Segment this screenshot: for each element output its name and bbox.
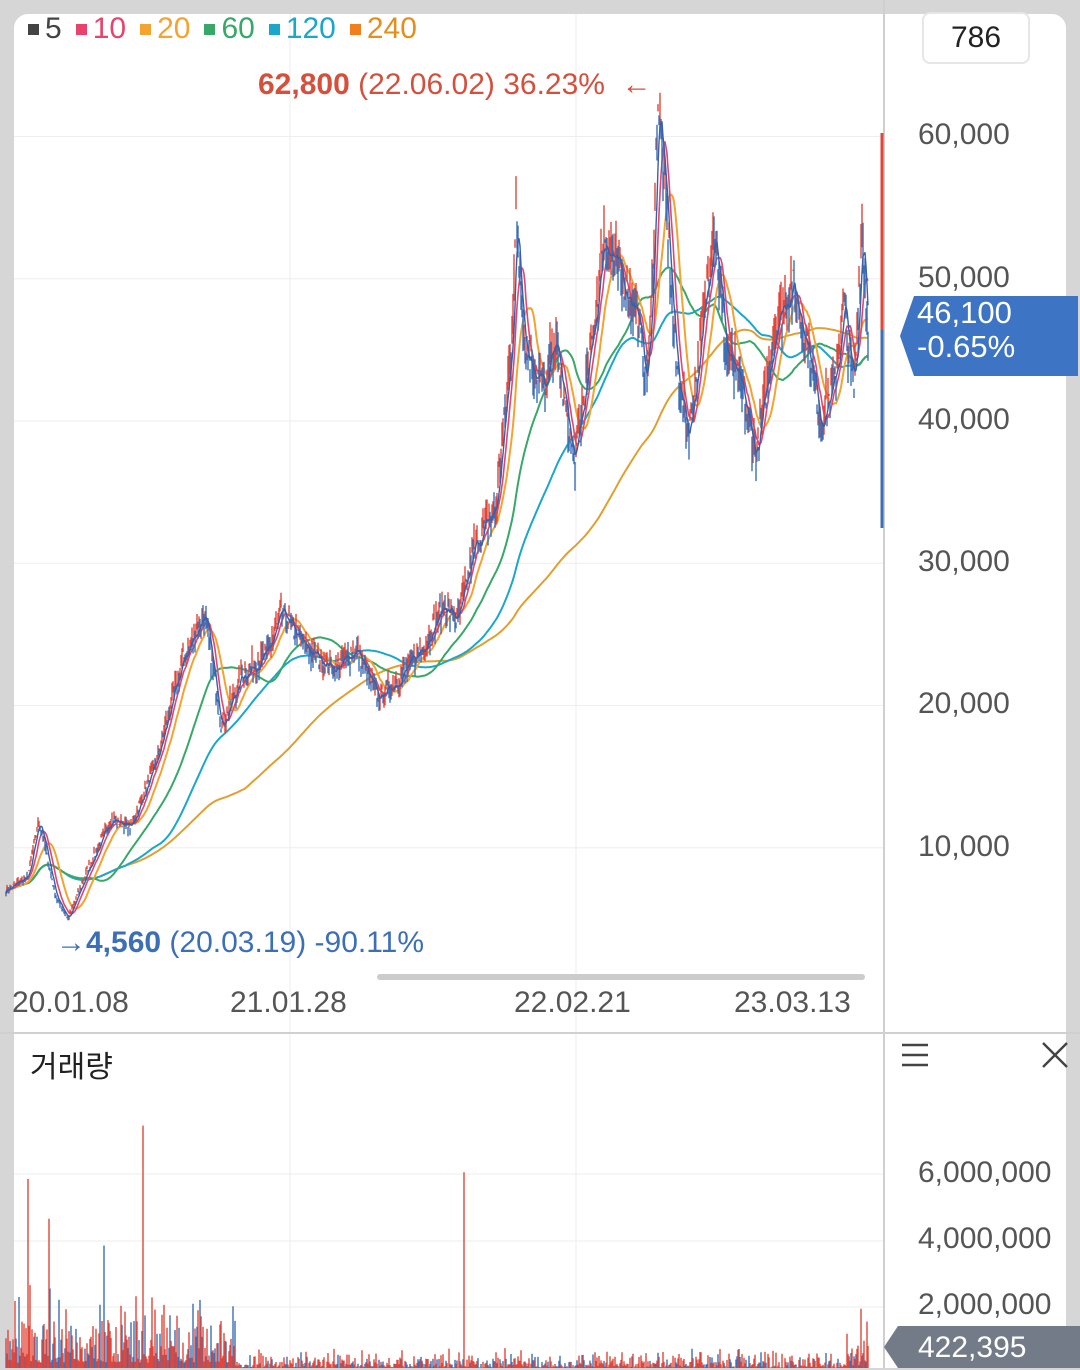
min-annotation: →4,560 (20.03.19) -90.11% bbox=[56, 926, 424, 960]
vol-tick-6m: 6,000,000 bbox=[918, 1156, 1052, 1189]
min-pct: -90.11% bbox=[314, 926, 425, 959]
volume-panel-title: 거래량 bbox=[30, 1051, 113, 1084]
candles-up bbox=[6, 92, 863, 921]
current-change: -0.65% bbox=[917, 329, 1016, 364]
min-arrow-icon: → bbox=[56, 926, 86, 959]
x-tick-4: 23.03.13 bbox=[734, 986, 851, 1019]
menu-icon[interactable] bbox=[900, 1042, 930, 1068]
legend-ma60[interactable]: 60 bbox=[204, 12, 255, 46]
x-tick-2: 21.01.28 bbox=[230, 986, 347, 1019]
current-price-tag: 46,100 -0.65% bbox=[900, 296, 1078, 376]
legend-ma5[interactable]: 5 bbox=[28, 12, 62, 46]
max-arrow-icon: ← bbox=[613, 68, 652, 101]
max-date: (22.06.02) bbox=[358, 68, 495, 101]
ma240-line bbox=[5, 327, 869, 894]
current-volume-tag: 422,395 bbox=[884, 1326, 1080, 1368]
candle-count-box[interactable]: 786 bbox=[922, 12, 1030, 64]
volume-bars-down bbox=[6, 1245, 867, 1368]
max-pct: 36.23% bbox=[503, 68, 605, 101]
x-tick-1: 20.01.08 bbox=[12, 986, 129, 1019]
vol-tick-4m: 4,000,000 bbox=[918, 1222, 1052, 1255]
y-tick-30000: 30,000 bbox=[918, 545, 1010, 578]
close-icon[interactable] bbox=[1040, 1040, 1070, 1070]
candles-down bbox=[5, 115, 869, 921]
legend-ma120[interactable]: 120 bbox=[268, 12, 336, 46]
volume-bars-up bbox=[5, 1125, 869, 1368]
ma60-line bbox=[5, 266, 869, 894]
ma20-line bbox=[5, 193, 869, 910]
y-tick-50000: 50,000 bbox=[918, 261, 1010, 294]
chart-card bbox=[14, 14, 1066, 1368]
max-price: 62,800 bbox=[258, 68, 350, 101]
vol-tick-2m: 2,000,000 bbox=[918, 1288, 1052, 1321]
y-tick-60000: 60,000 bbox=[918, 118, 1010, 151]
x-tick-3: 22.02.21 bbox=[514, 986, 631, 1019]
current-price: 46,100 bbox=[917, 295, 1012, 330]
legend-ma10[interactable]: 10 bbox=[75, 12, 126, 46]
min-price: 4,560 bbox=[86, 926, 162, 959]
ma5-line bbox=[5, 121, 869, 918]
min-date: (20.03.19) bbox=[169, 926, 307, 959]
legend-ma20[interactable]: 20 bbox=[140, 12, 190, 46]
max-annotation: 62,800 (22.06.02) 36.23% ← bbox=[258, 68, 652, 102]
legend-ma240[interactable]: 240 bbox=[349, 12, 417, 46]
ma-legend[interactable]: 5 10 20 60 120 240 bbox=[28, 12, 417, 46]
y-tick-20000: 20,000 bbox=[918, 687, 1010, 720]
y-tick-40000: 40,000 bbox=[918, 403, 1010, 436]
ma10-line bbox=[5, 141, 869, 915]
y-tick-10000: 10,000 bbox=[918, 830, 1010, 863]
